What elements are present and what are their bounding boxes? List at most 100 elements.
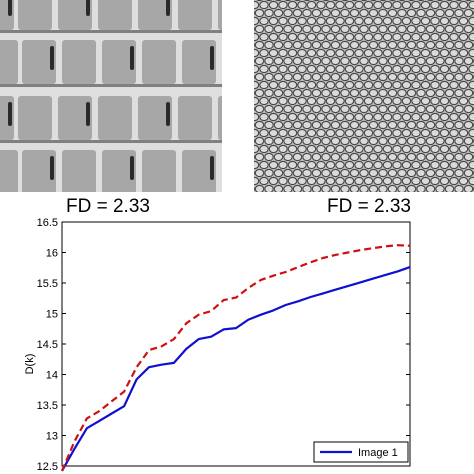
scale-cell	[306, 0, 317, 10]
scale-cell	[316, 160, 326, 170]
scale-cell	[444, 56, 455, 66]
scale-cell	[411, 32, 421, 42]
scale-cell	[273, 184, 284, 192]
scale-cell	[311, 24, 322, 34]
scale-cell	[254, 136, 265, 146]
scale-cell	[368, 88, 379, 98]
scale-cell	[254, 64, 260, 74]
scale-cell	[397, 8, 407, 18]
scale-texture-picture	[254, 0, 474, 192]
scale-cell	[273, 24, 284, 34]
scale-cell	[454, 40, 464, 50]
scale-cell	[287, 144, 298, 154]
scale-cell	[378, 136, 388, 146]
scale-cell	[284, 0, 292, 2]
scale-cell	[354, 16, 364, 26]
scale-cell	[463, 24, 474, 34]
scale-cell	[335, 144, 345, 154]
scale-cell	[458, 160, 469, 170]
scale-cell	[368, 136, 379, 146]
scale-cell	[259, 128, 269, 138]
grid-tile	[18, 0, 52, 30]
scale-cell	[254, 104, 265, 114]
scale-cell	[378, 40, 388, 50]
scale-cell	[468, 64, 474, 74]
scale-cell	[430, 160, 440, 170]
scale-cell	[444, 104, 455, 114]
scale-cell	[454, 152, 464, 162]
scale-cell	[311, 72, 322, 82]
scale-cell	[387, 184, 398, 192]
legend: Image 1	[313, 441, 409, 463]
scale-cell	[435, 40, 445, 50]
scale-cell	[373, 96, 383, 106]
scale-cell	[349, 88, 360, 98]
scale-cell	[420, 96, 431, 106]
scale-cell	[321, 168, 331, 178]
grid-dark-slit	[50, 46, 54, 70]
scale-cell	[330, 40, 341, 50]
grid-tile	[58, 0, 92, 30]
scale-cell	[401, 112, 412, 122]
scale-shade	[254, 0, 474, 192]
scale-cell	[302, 8, 312, 18]
scale-cell	[387, 120, 398, 130]
scale-cell	[458, 80, 469, 90]
scale-cell	[454, 8, 464, 18]
scale-cell	[439, 48, 450, 58]
scale-cell	[325, 144, 336, 154]
scale-cell	[278, 112, 288, 122]
scale-cell	[340, 40, 350, 50]
scale-cell	[463, 56, 474, 66]
grid-tile	[98, 96, 132, 140]
scale-cell	[454, 136, 464, 146]
scale-cell	[435, 72, 445, 82]
scale-cell	[302, 56, 312, 66]
scale-cell	[302, 40, 312, 50]
scale-cell	[463, 104, 474, 114]
series-lines	[60, 244, 411, 472]
scale-cell	[264, 168, 274, 178]
scale-cell	[359, 40, 369, 50]
scale-cell	[449, 32, 459, 42]
scale-cell	[401, 48, 412, 58]
scale-cell	[321, 40, 331, 50]
scale-cell	[458, 32, 469, 42]
plot-area	[61, 221, 411, 467]
scale-cell	[254, 80, 260, 90]
scale-cell	[330, 8, 341, 18]
scale-cell	[382, 64, 393, 74]
scale-cell	[349, 104, 360, 114]
scale-cell	[463, 184, 474, 192]
scale-cell	[292, 88, 303, 98]
scale-cell	[420, 160, 431, 170]
scale-cell	[325, 48, 336, 58]
scale-cell	[430, 144, 440, 154]
scale-cell	[297, 32, 307, 42]
scale-cell	[439, 96, 450, 106]
scale-cell	[273, 168, 284, 178]
scale-cell	[254, 72, 265, 82]
scale-cell	[382, 0, 393, 10]
scale-cell	[401, 128, 412, 138]
grid-tile	[22, 150, 56, 192]
scale-cell	[373, 32, 383, 42]
scale-cell	[449, 144, 459, 154]
scale-cell	[368, 168, 379, 178]
scale-cell	[430, 48, 440, 58]
scale-cell	[292, 40, 303, 50]
scale-cell	[254, 184, 265, 192]
scale-cell	[435, 104, 445, 114]
scale-cell	[449, 0, 459, 10]
scale-cell	[297, 48, 307, 58]
scale-cell	[411, 0, 421, 10]
scale-cell	[378, 24, 388, 34]
grid-tile	[62, 150, 96, 192]
scale-cell	[283, 8, 293, 18]
scale-cell	[363, 96, 374, 106]
plot-frame	[61, 221, 411, 467]
scale-cell	[430, 64, 440, 74]
scale-cell	[287, 64, 298, 74]
grid-tile	[138, 0, 172, 30]
scale-cell	[354, 80, 364, 90]
